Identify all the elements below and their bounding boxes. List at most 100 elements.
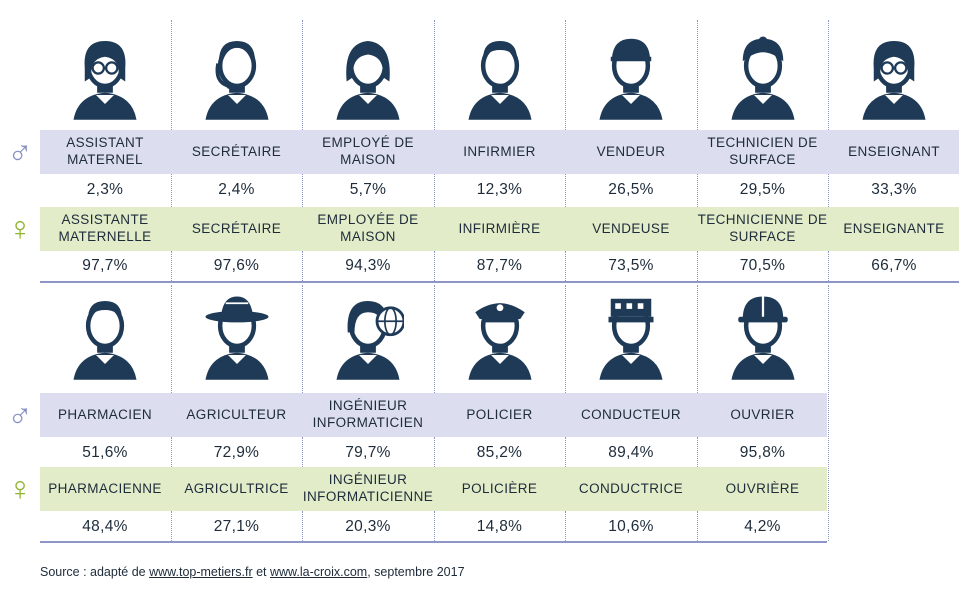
male-percentage: 95,8% (739, 444, 786, 461)
column-separator (433, 20, 435, 130)
row-2-bottom-rule (40, 541, 827, 543)
column-separator (170, 20, 172, 130)
profession-icon-2-6 (727, 292, 799, 387)
female-job-label: PHARMACIENNE (48, 480, 162, 496)
straw-hat-icon (201, 296, 273, 382)
female-band-row-2 (40, 467, 827, 511)
male-job-label: PHARMACIEN (57, 406, 152, 422)
male-percentage: 12,3% (476, 181, 523, 198)
male-percentage: 5,7% (349, 181, 387, 198)
source-middle: et (252, 565, 270, 579)
column-separator (696, 251, 698, 281)
female-job-label: ASSISTANTE MATERNELLE (58, 212, 152, 244)
female-band-row-1 (40, 207, 959, 251)
column-separator (433, 174, 435, 207)
male-band-row-2 (40, 393, 827, 437)
column-separator (565, 20, 566, 130)
column-separator (565, 174, 566, 207)
column-separator (170, 285, 172, 393)
male-job-label: TECHNICIEN DE SURFACE (707, 135, 818, 167)
female-percentage: 14,8% (476, 518, 523, 535)
female-percentage: 48,4% (82, 518, 128, 535)
pharmacist-icon (69, 301, 141, 382)
column-separator (302, 437, 303, 467)
source-suffix: , septembre 2017 (367, 565, 465, 579)
column-separator (828, 174, 829, 207)
column-separator (302, 251, 303, 281)
male-job-label: INGÉNIEUR INFORMATICIEN (312, 398, 424, 430)
male-percentage: 51,6% (82, 444, 128, 461)
male-job-label: OUVRIER (730, 406, 795, 422)
profession-icon-1-4 (464, 32, 536, 127)
column-separator (170, 511, 172, 541)
cap-icon (595, 38, 667, 122)
police-icon (464, 303, 536, 382)
column-separator (565, 285, 566, 393)
column-separator (828, 251, 829, 281)
profession-icon-1-5 (595, 32, 667, 127)
female-job-label: VENDEUSE (592, 220, 670, 236)
female-symbol-row-1: ♀ (7, 210, 33, 248)
column-separator (696, 20, 698, 130)
male-job-label: INFIRMIER (463, 143, 536, 159)
column-separator (828, 285, 829, 541)
male-job-label: VENDEUR (596, 143, 666, 159)
profession-icon-1-2 (201, 32, 273, 127)
column-separator (302, 174, 303, 207)
male-percentage: 29,5% (739, 181, 786, 198)
column-separator (433, 251, 435, 281)
female-percentage: 97,7% (82, 257, 128, 274)
male-percentage: 2,3% (86, 181, 124, 198)
male-percentage: 26,5% (608, 181, 654, 198)
female-job-label: TECHNICIENNE DE SURFACE (697, 212, 828, 244)
female-percentage: 87,7% (476, 257, 523, 274)
male-percentage: 2,4% (218, 181, 255, 198)
profession-icon-2-4 (464, 292, 536, 387)
source-link-la-croix[interactable]: www.la-croix.com (269, 565, 368, 579)
row-1-bottom-rule (40, 281, 959, 283)
source-note: Source : adapté de www.top-metiers.fr et… (40, 565, 465, 579)
profession-icon-1-3 (332, 32, 404, 127)
profession-icon-1-7 (858, 32, 930, 127)
woman-icon (332, 41, 404, 122)
female-job-label: INGÉNIEUR INFORMATICIENNE (302, 472, 434, 504)
male-percentage: 79,7% (345, 444, 391, 461)
male-job-label: ASSISTANT MATERNEL (66, 135, 144, 167)
male-job-label: CONDUCTEUR (581, 406, 681, 422)
column-separator (302, 511, 303, 541)
source-link-top-metiers[interactable]: www.top-metiers.fr (149, 565, 253, 579)
profession-icon-2-1 (69, 292, 141, 387)
column-separator (696, 174, 698, 207)
male-job-label: EMPLOYÉ DE MAISON (322, 135, 414, 167)
female-job-label: EMPLOYÉE DE MAISON (317, 212, 419, 244)
column-separator (565, 511, 566, 541)
profession-icon-2-2 (201, 292, 273, 387)
profession-icon-2-3 (332, 292, 406, 387)
female-percentage: 97,6% (213, 257, 260, 274)
headset-icon (201, 41, 273, 122)
female-job-label: AGRICULTRICE (184, 480, 289, 496)
female-percentage: 4,2% (744, 518, 781, 535)
female-job-label: SECRÉTAIRE (191, 220, 282, 236)
male-job-label: POLICIER (466, 406, 533, 422)
female-job-label: INFIRMIÈRE (458, 220, 541, 236)
male-job-label: ENSEIGNANT (848, 143, 940, 159)
column-separator (565, 251, 566, 281)
column-separator (170, 251, 172, 281)
female-job-label: ENSEIGNANTE (843, 220, 945, 236)
male-symbol-row-1: ♂ (7, 133, 33, 171)
column-separator (170, 174, 172, 207)
column-separator (696, 437, 698, 467)
male-job-label: SECRÉTAIRE (191, 143, 282, 159)
column-separator (696, 511, 698, 541)
male-percentage: 33,3% (871, 181, 917, 198)
woman-glasses-icon (69, 41, 141, 122)
column-separator (170, 437, 172, 467)
female-percentage: 66,7% (871, 257, 917, 274)
headscarf-icon (727, 36, 799, 122)
male-job-label: AGRICULTEUR (186, 406, 287, 422)
male-band-row-1 (40, 130, 959, 174)
column-separator (433, 437, 435, 467)
profession-icon-1-6 (727, 32, 799, 127)
